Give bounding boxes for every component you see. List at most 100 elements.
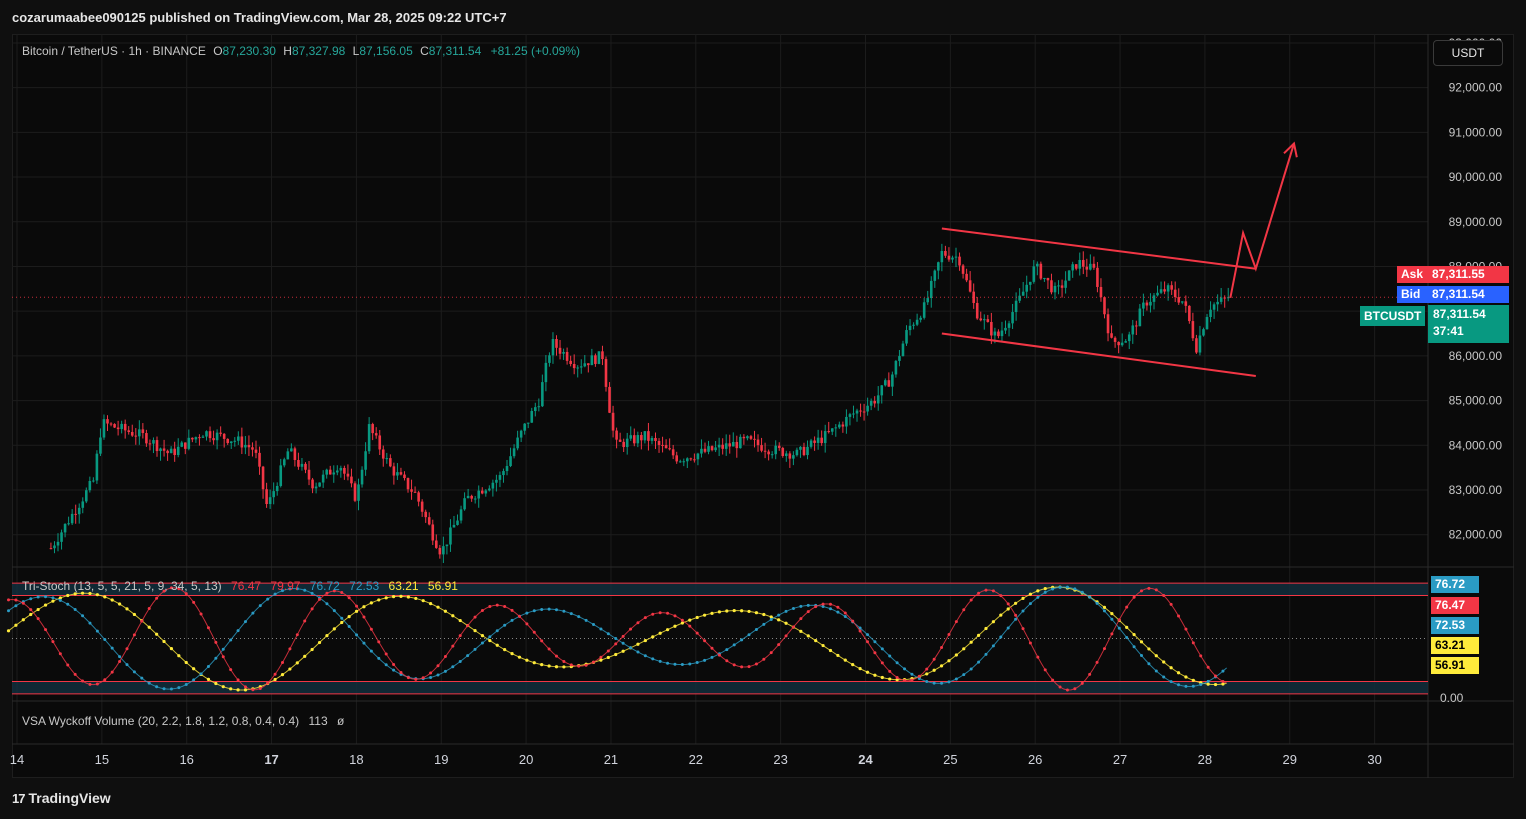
symbol-name[interactable]: Bitcoin / TetherUS · 1h · BINANCE xyxy=(22,44,206,58)
stoch-dot xyxy=(503,648,507,652)
tradingview-brand[interactable]: 17 TradingView xyxy=(12,790,111,806)
candle-body xyxy=(671,449,675,456)
stoch-dot xyxy=(73,607,77,611)
stoch-dot xyxy=(799,629,803,633)
candle-body xyxy=(449,527,452,545)
candle-body xyxy=(229,441,233,444)
stoch-dot xyxy=(354,609,359,613)
candle-body xyxy=(1180,301,1184,303)
candle-body xyxy=(880,385,884,396)
stoch-dot xyxy=(1021,627,1025,631)
stoch-dot xyxy=(155,596,159,600)
stoch-dot xyxy=(769,651,773,655)
candle-body xyxy=(1057,285,1060,287)
tradingview-logo-icon: 17 xyxy=(12,790,26,806)
candle-body xyxy=(208,431,212,439)
candle-body xyxy=(841,424,845,427)
vsa-legend[interactable]: VSA Wyckoff Volume (20, 2.2, 1.8, 1.2, 0… xyxy=(22,714,344,728)
x-axis-tick: 25 xyxy=(943,752,957,767)
candle-body xyxy=(473,498,477,500)
stoch-dot xyxy=(147,607,151,611)
stoch-dot xyxy=(865,670,870,674)
stoch-value: 79.97 xyxy=(270,579,301,593)
candle-body xyxy=(321,474,325,483)
stoch-dot xyxy=(643,654,647,658)
stoch-dot xyxy=(303,588,307,592)
stoch-dot xyxy=(740,638,744,642)
stoch-dot xyxy=(1043,590,1047,594)
currency-unit-button[interactable]: USDT xyxy=(1433,40,1503,66)
stoch-dot xyxy=(1147,586,1151,590)
stoch-dot xyxy=(44,628,48,632)
candle-body xyxy=(915,319,919,325)
stoch-dot xyxy=(969,667,973,671)
stoch-dot xyxy=(266,681,270,685)
stoch-dot xyxy=(1036,595,1040,599)
stoch-dot xyxy=(977,660,981,664)
x-axis-tick: 16 xyxy=(179,752,193,767)
candle-body xyxy=(84,490,88,502)
candle-body xyxy=(611,412,615,431)
stoch-dot xyxy=(495,643,499,647)
x-axis-tick: 28 xyxy=(1198,752,1212,767)
projection-path xyxy=(1229,143,1295,298)
candle-body xyxy=(555,338,558,348)
stoch-dot xyxy=(962,608,966,612)
stoch-dot xyxy=(1028,641,1032,645)
stoch-dot xyxy=(828,648,833,653)
stoch-dot xyxy=(169,647,174,651)
candle-body xyxy=(664,445,668,449)
candle-body xyxy=(1060,285,1064,288)
stoch-dot xyxy=(917,674,921,678)
candle-body xyxy=(739,436,742,449)
stoch-dot xyxy=(458,659,462,663)
stoch-dot xyxy=(703,639,707,643)
stoch-dot xyxy=(1139,589,1143,593)
stoch-dot xyxy=(903,667,907,671)
candle-body xyxy=(968,280,972,292)
stoch-dot xyxy=(192,600,196,604)
stoch-dot xyxy=(132,633,136,637)
candle-body xyxy=(746,436,749,439)
stoch-dot xyxy=(184,592,188,596)
candle-body xyxy=(590,355,594,366)
stoch-dot xyxy=(488,638,492,643)
stoch-dot xyxy=(895,661,899,665)
tri-stoch-legend[interactable]: Tri-Stoch (13, 5, 5, 21, 5, 9, 34, 5, 13… xyxy=(22,579,458,593)
candle-body xyxy=(657,440,661,445)
candle-body xyxy=(350,476,353,484)
stoch-dot xyxy=(451,665,455,669)
candle-body xyxy=(806,446,809,456)
stoch-dot xyxy=(66,602,70,606)
stoch-dot xyxy=(118,655,122,659)
candle-body xyxy=(381,449,385,459)
stoch-dot xyxy=(436,664,440,668)
candle-body xyxy=(1166,285,1170,292)
candle-body xyxy=(1032,266,1036,282)
stoch-dot xyxy=(14,604,18,608)
stoch-dot xyxy=(1213,682,1218,687)
stoch-dot xyxy=(95,682,99,686)
chart-panel[interactable] xyxy=(12,34,1514,778)
stoch-dot xyxy=(88,621,92,625)
stoch-dot xyxy=(384,596,388,600)
stoch-dot xyxy=(347,624,351,628)
stoch-dot xyxy=(569,663,573,667)
stoch-dot xyxy=(110,598,114,602)
stoch-dot xyxy=(332,627,336,631)
stoch-dot xyxy=(592,622,596,626)
stoch-dot xyxy=(799,604,803,608)
candle-body xyxy=(360,469,364,485)
stoch-dot xyxy=(243,685,247,689)
candle-body xyxy=(1216,301,1219,305)
stoch-dot xyxy=(740,665,744,669)
stoch-value: 72.53 xyxy=(349,579,380,593)
candle-body xyxy=(484,490,488,494)
stoch-dot xyxy=(540,639,544,643)
candle-body xyxy=(95,453,99,481)
stoch-dot xyxy=(925,672,929,676)
stoch-dot xyxy=(517,614,521,618)
stoch-dot xyxy=(406,595,410,599)
candle-body xyxy=(311,479,314,489)
